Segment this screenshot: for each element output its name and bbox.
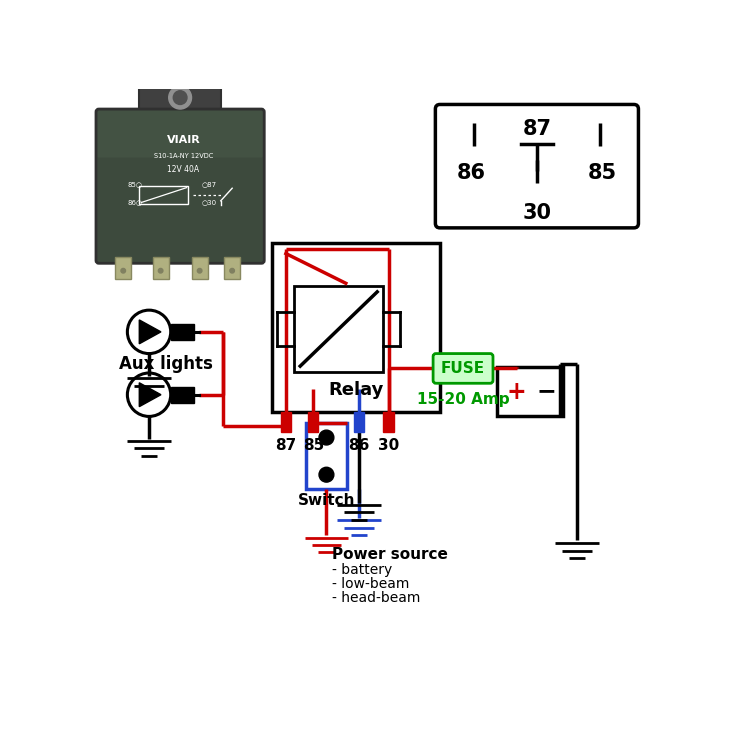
Polygon shape [139,320,161,344]
Text: 86: 86 [457,163,486,183]
Circle shape [230,269,235,273]
Text: - battery: - battery [331,563,392,577]
Bar [152,257,169,279]
Text: +: + [507,380,526,404]
Text: S10-1A-NY 12VDC: S10-1A-NY 12VDC [154,154,213,160]
Bar [171,387,194,403]
FancyBboxPatch shape [98,111,263,157]
Text: 85: 85 [302,438,324,453]
Bar [224,257,240,279]
Text: 85○: 85○ [127,181,142,187]
Text: 87: 87 [275,438,297,453]
Bar [354,412,364,432]
Text: ○87: ○87 [202,181,217,187]
Text: FUSE: FUSE [441,361,485,376]
Text: 12V 40A: 12V 40A [167,165,199,174]
Text: 86: 86 [348,438,369,453]
Text: −: − [537,380,556,404]
Circle shape [197,269,202,273]
Bar [306,423,347,489]
FancyBboxPatch shape [436,105,638,228]
Bar [308,412,319,432]
Text: 85: 85 [588,163,617,183]
Circle shape [319,467,334,482]
Bar [281,412,291,432]
FancyBboxPatch shape [433,354,493,384]
Text: 15-20 Amp: 15-20 Amp [417,392,509,407]
Bar [116,257,131,279]
Text: VIAIR: VIAIR [166,135,200,145]
Circle shape [158,269,163,273]
Text: 30: 30 [378,438,399,453]
Bar [140,186,188,204]
FancyBboxPatch shape [96,109,264,263]
Circle shape [319,430,334,445]
Text: 86○: 86○ [127,199,142,205]
Bar [272,243,440,412]
Circle shape [169,86,191,109]
Bar [497,367,562,416]
Circle shape [121,269,126,273]
Text: - low-beam: - low-beam [331,577,409,591]
Text: Switch: Switch [297,493,355,508]
Text: - head-beam: - head-beam [331,591,420,605]
Bar [171,324,194,340]
Text: Relay: Relay [328,381,383,399]
Text: Power source: Power source [331,548,447,562]
Bar [383,412,394,432]
Bar [294,286,383,372]
Circle shape [173,91,187,105]
Text: Aux lights: Aux lights [119,355,213,373]
Text: ○30: ○30 [202,199,217,205]
Text: 87: 87 [523,119,551,139]
Text: 30: 30 [523,203,551,223]
Bar [191,257,208,279]
Polygon shape [139,383,161,407]
FancyBboxPatch shape [140,88,221,115]
